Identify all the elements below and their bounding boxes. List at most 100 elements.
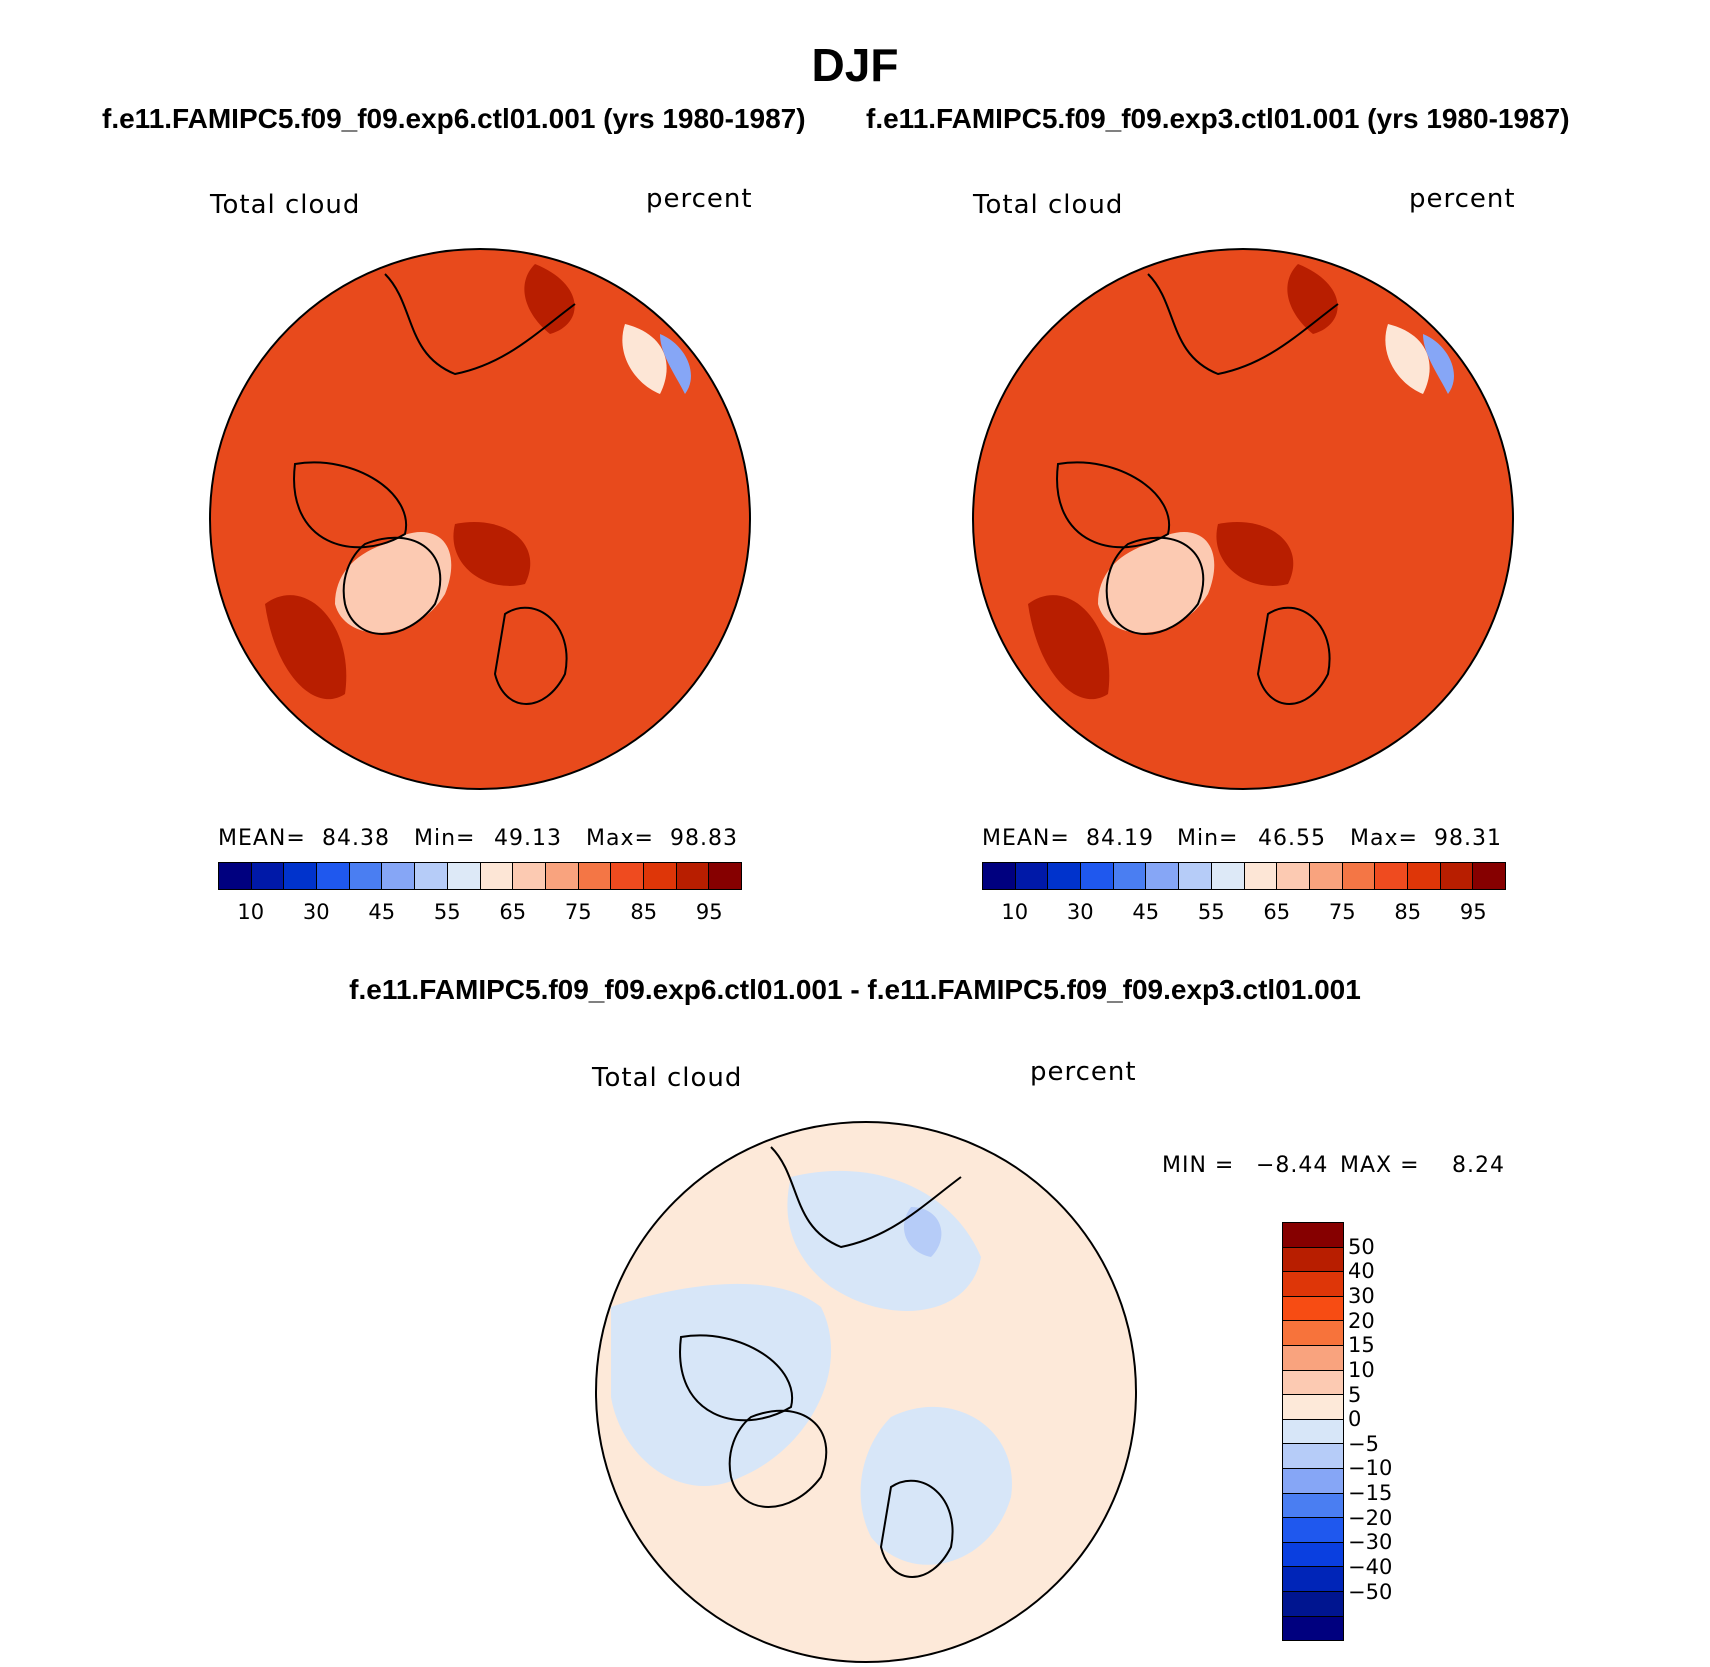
diff-field-negative-region bbox=[860, 1406, 1012, 1565]
panel-2-left-label: Total cloud bbox=[973, 190, 1124, 220]
panel-1-min-value: 49.13 bbox=[494, 826, 562, 851]
diff-field-negative-region bbox=[611, 1283, 832, 1486]
colorbar-cell bbox=[709, 863, 741, 889]
colorbar-cell bbox=[284, 863, 318, 889]
colorbar-tick-label: −50 bbox=[1348, 1579, 1393, 1604]
colorbar-tick-label: 30 bbox=[302, 900, 330, 924]
colorbar-cell bbox=[1283, 1468, 1343, 1494]
panel-2-field-high-region bbox=[1028, 595, 1110, 700]
colorbar-tick-label: 65 bbox=[1263, 900, 1291, 924]
colorbar-cell bbox=[1283, 1591, 1343, 1617]
colorbar-tick-label: 85 bbox=[1394, 900, 1422, 924]
panel-2-min-value: 46.55 bbox=[1258, 826, 1326, 851]
colorbar-cell bbox=[1283, 1395, 1343, 1420]
panel-1-field-low-region bbox=[660, 334, 691, 394]
colorbar-tick-label: 10 bbox=[1348, 1357, 1375, 1382]
panel-2-max-label: Max= bbox=[1350, 826, 1418, 851]
diff-left-label: Total cloud bbox=[592, 1063, 743, 1093]
panel-1-coastline bbox=[293, 461, 408, 549]
colorbar-cell bbox=[1283, 1444, 1343, 1469]
panel-2-case-title: f.e11.FAMIPC5.f09_f09.exp3.ctl01.001 (yr… bbox=[866, 103, 1570, 134]
diff-field-negative-region bbox=[787, 1170, 981, 1311]
colorbar-cell bbox=[676, 863, 710, 889]
colorbar-tick-label: 40 bbox=[1348, 1259, 1375, 1284]
panel-1-field-low-region bbox=[622, 324, 667, 394]
colorbar-cell bbox=[545, 863, 579, 889]
diff-max-value: 8.24 bbox=[1452, 1153, 1505, 1178]
panel-2-max-value: 98.31 bbox=[1434, 826, 1502, 851]
diff-coastline bbox=[770, 1146, 962, 1249]
diff-right-label: percent bbox=[1030, 1057, 1137, 1087]
colorbar-cell bbox=[1283, 1493, 1343, 1519]
panel-1-field-low-region bbox=[335, 532, 452, 633]
panel-1-colorbar bbox=[218, 862, 742, 890]
panel-1-min-label: Min= bbox=[414, 826, 476, 851]
panel-2-min-label: Min= bbox=[1177, 826, 1239, 851]
panel-2-field-high-region bbox=[1287, 264, 1338, 334]
colorbar-cell bbox=[643, 863, 677, 889]
panel-1-coastline bbox=[493, 606, 568, 705]
panel-2-map-outline bbox=[972, 248, 1514, 790]
panel-1-mean-label: MEAN= bbox=[218, 826, 306, 851]
panel-1-max-value: 98.83 bbox=[670, 826, 738, 851]
colorbar-cell bbox=[1342, 863, 1376, 889]
colorbar-cell bbox=[1309, 863, 1343, 889]
colorbar-cell bbox=[1283, 1321, 1343, 1346]
colorbar-tick-label: −30 bbox=[1348, 1530, 1393, 1555]
colorbar-tick-label: 30 bbox=[1066, 900, 1094, 924]
main-title: DJF bbox=[811, 39, 899, 91]
colorbar-cell bbox=[578, 863, 612, 889]
colorbar-tick-label: −15 bbox=[1348, 1481, 1393, 1506]
diff-coastline bbox=[679, 1334, 794, 1422]
diff-min-value: −8.44 bbox=[1256, 1153, 1329, 1178]
colorbar-tick-label: 55 bbox=[433, 900, 461, 924]
colorbar-cell bbox=[251, 863, 285, 889]
panel-2-coastline bbox=[1056, 461, 1171, 549]
colorbar-tick-label: −40 bbox=[1348, 1555, 1393, 1580]
colorbar-cell bbox=[1277, 863, 1310, 889]
colorbar-tick-label: 75 bbox=[564, 900, 592, 924]
colorbar-cell bbox=[1081, 863, 1114, 889]
colorbar-cell bbox=[1283, 1345, 1343, 1371]
panel-2-polar-map bbox=[972, 248, 1514, 790]
colorbar-cell bbox=[1407, 863, 1441, 889]
diff-coastline bbox=[728, 1409, 828, 1508]
colorbar-tick-label: 55 bbox=[1197, 900, 1225, 924]
colorbar-cell bbox=[1113, 863, 1147, 889]
colorbar-cell bbox=[1473, 863, 1505, 889]
colorbar-cell bbox=[415, 863, 448, 889]
colorbar-cell bbox=[1283, 1223, 1343, 1248]
colorbar-cell bbox=[480, 863, 514, 889]
colorbar-cell bbox=[1283, 1296, 1343, 1322]
panel-2-map-background bbox=[973, 249, 1513, 789]
colorbar-tick-label: −10 bbox=[1348, 1456, 1393, 1481]
panel-1-mean-value: 84.38 bbox=[322, 826, 390, 851]
colorbar-cell bbox=[1015, 863, 1049, 889]
colorbar-cell bbox=[1283, 1616, 1343, 1641]
panel-2-field-high-region bbox=[1216, 522, 1294, 586]
colorbar-cell bbox=[513, 863, 546, 889]
colorbar-tick-label: 50 bbox=[1348, 1234, 1375, 1259]
colorbar-cell bbox=[1244, 863, 1278, 889]
diff-min-label: MIN = bbox=[1162, 1153, 1235, 1178]
panel-2-right-label: percent bbox=[1409, 184, 1516, 214]
colorbar-tick-label: 45 bbox=[368, 900, 396, 924]
colorbar-tick-label: 15 bbox=[1348, 1333, 1375, 1358]
panel-1-map-background bbox=[210, 249, 750, 789]
colorbar-cell bbox=[349, 863, 383, 889]
diff-coastline bbox=[879, 1479, 954, 1578]
colorbar-tick-label: −20 bbox=[1348, 1505, 1393, 1530]
colorbar-cell bbox=[1283, 1542, 1343, 1568]
colorbar-tick-label: 20 bbox=[1348, 1308, 1375, 1333]
panel-2-coastline bbox=[1256, 606, 1331, 705]
panel-1-polar-map bbox=[209, 248, 751, 790]
colorbar-tick-label: 0 bbox=[1348, 1407, 1362, 1432]
colorbar-tick-label: 5 bbox=[1348, 1382, 1362, 1407]
colorbar-tick-label: 95 bbox=[695, 900, 723, 924]
panel-1-case-title: f.e11.FAMIPC5.f09_f09.exp6.ctl01.001 (yr… bbox=[102, 103, 806, 134]
panel-1-right-label: percent bbox=[646, 184, 753, 214]
colorbar-cell bbox=[1211, 863, 1245, 889]
colorbar-cell bbox=[983, 863, 1016, 889]
panel-1-coastline bbox=[384, 273, 576, 376]
colorbar-tick-label: 85 bbox=[630, 900, 658, 924]
